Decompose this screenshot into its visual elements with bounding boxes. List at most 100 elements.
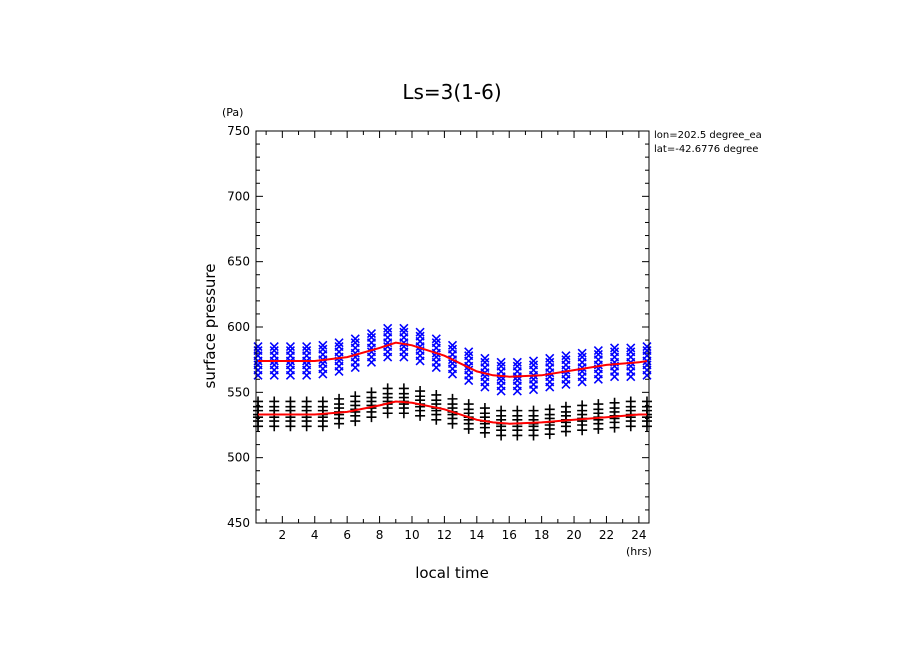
scatter-point — [253, 396, 264, 407]
scatter-point — [302, 345, 312, 356]
scatter-point — [512, 405, 523, 416]
scatter-point — [366, 387, 377, 398]
scatter-point — [593, 399, 604, 410]
scatter-point — [625, 396, 636, 407]
scatter-point — [366, 332, 377, 343]
scatter-point — [350, 391, 361, 402]
scatter-point — [269, 396, 280, 407]
x-tick-label: 24 — [631, 528, 646, 542]
scatter-point — [334, 393, 345, 404]
x-tick-label: 10 — [404, 528, 419, 542]
scatter-point — [415, 386, 426, 397]
scatter-point — [463, 399, 474, 410]
scatter-point — [253, 342, 263, 352]
scatter-point — [479, 403, 490, 414]
scatter-point — [544, 404, 555, 415]
scatter-point — [561, 355, 571, 365]
y-tick-label: 500 — [227, 451, 250, 465]
x-tick-label: 8 — [376, 528, 384, 542]
scatter-point — [593, 349, 603, 360]
chart-title: Ls=3(1-6) — [402, 80, 501, 104]
scatter-point — [561, 351, 571, 361]
x-unit-label: (hrs) — [626, 545, 652, 558]
scatter-point — [383, 323, 393, 333]
scatter-point — [334, 338, 344, 348]
axis-ticks: 2 4 6 8 10 12 14 16 18 20 22 2445050055060065070075… — [227, 124, 649, 542]
scatter-point — [609, 397, 620, 408]
x-tick-label: 16 — [502, 528, 517, 542]
scatter-point — [366, 328, 377, 339]
x-tick-label: 20 — [566, 528, 581, 542]
scatter-point — [285, 396, 296, 407]
scatter-point — [593, 345, 603, 356]
scatter-point — [285, 342, 296, 352]
data-marks — [253, 323, 652, 441]
scatter-point — [480, 357, 490, 367]
scatter-point — [399, 323, 409, 333]
y-tick-label: 650 — [227, 255, 250, 269]
scatter-point — [545, 357, 555, 367]
x-tick-label: 14 — [469, 528, 484, 542]
scatter-point — [626, 347, 636, 357]
scatter-point — [545, 353, 555, 363]
scatter-point — [253, 360, 263, 370]
scatter-point — [641, 396, 652, 407]
scatter-point — [350, 334, 360, 344]
scatter-point — [318, 340, 328, 350]
scatter-point — [269, 345, 279, 356]
scatter-point — [431, 334, 441, 344]
scatter-point — [301, 396, 312, 407]
scatter-point — [447, 344, 458, 354]
scatter-point — [447, 393, 458, 404]
scatter-point — [302, 360, 312, 370]
scatter-point — [480, 353, 490, 363]
scatter-point — [512, 357, 522, 367]
scatter-point — [269, 342, 279, 352]
scatter-point — [382, 383, 393, 394]
scatter-point — [415, 331, 425, 341]
scatter-point — [528, 405, 539, 416]
x-tick-label: 18 — [534, 528, 549, 542]
scatter-point — [285, 360, 296, 370]
x-marker-series — [253, 323, 652, 396]
scatter-point — [398, 383, 409, 394]
scatter-point — [464, 347, 474, 357]
y-tick-label: 750 — [227, 124, 250, 138]
x-tick-label: 12 — [437, 528, 452, 542]
scatter-point — [609, 347, 620, 357]
scatter-point — [383, 327, 393, 337]
y-tick-label: 600 — [227, 320, 250, 334]
scatter-point — [512, 376, 522, 386]
x-tick-label: 4 — [311, 528, 319, 542]
y-unit-label: (Pa) — [222, 106, 243, 119]
scatter-point — [447, 340, 458, 350]
scatter-point — [464, 365, 474, 375]
scatter-point — [317, 396, 328, 407]
x-tick-label: 6 — [343, 528, 351, 542]
scatter-point — [334, 342, 344, 352]
x-axis-label: local time — [415, 564, 489, 582]
scatter-point — [496, 376, 506, 386]
scatter-point — [609, 343, 620, 353]
mean-line — [258, 341, 648, 378]
y-axis-label: surface pressure — [201, 264, 219, 389]
scatter-point — [528, 356, 539, 366]
scatter-point — [577, 400, 588, 411]
plot-frame — [255, 130, 650, 524]
scatter-point — [253, 345, 263, 356]
y-tick-label: 450 — [227, 516, 250, 530]
scatter-point — [415, 327, 425, 337]
scatter-point — [528, 360, 539, 370]
scatter-point — [496, 405, 507, 416]
scatter-point — [560, 401, 571, 412]
scatter-point — [512, 361, 522, 371]
scatter-point — [285, 345, 296, 356]
scatter-point — [399, 327, 409, 337]
scatter-point — [431, 338, 441, 348]
scatter-point — [496, 361, 506, 371]
scatter-point — [496, 357, 506, 367]
lat-annotation: lat=-42.6776 degree — [654, 144, 758, 155]
scatter-point — [626, 343, 636, 353]
scatter-point — [318, 344, 328, 354]
